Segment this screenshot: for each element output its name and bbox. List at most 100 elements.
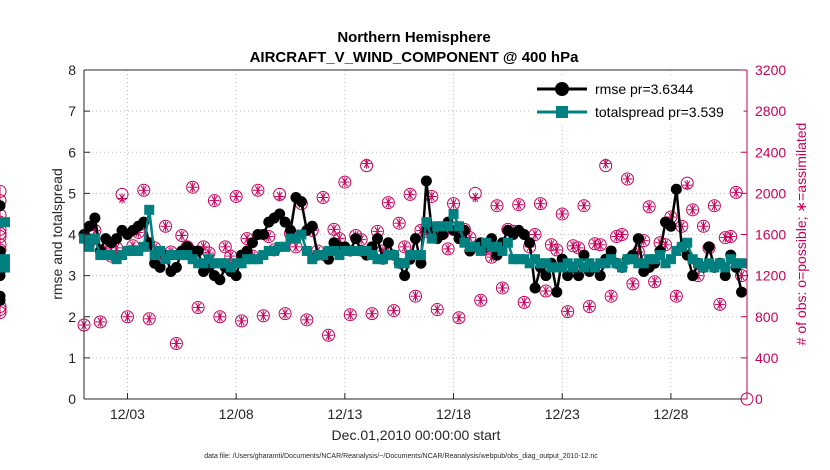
- obs-assimilated-point: [122, 311, 133, 322]
- totalspread-point: [361, 245, 372, 256]
- totalspread-point: [0, 217, 10, 228]
- totalspread-point: [638, 258, 649, 269]
- obs-possible-point: [561, 305, 575, 319]
- obs-assimilated-point: [236, 315, 247, 326]
- totalspread-point: [665, 254, 676, 265]
- totalspread-point: [502, 237, 513, 248]
- rmse-point: [306, 220, 318, 232]
- totalspread-point: [323, 245, 334, 256]
- y-left-tick-label-6: 6: [68, 144, 76, 160]
- obs-assimilated-point: [432, 304, 443, 315]
- totalspread-point: [133, 245, 144, 256]
- totalspread-point: [155, 245, 166, 256]
- obs-assimilated-point: [220, 241, 231, 252]
- totalspread-point: [334, 250, 345, 261]
- rmse-point: [605, 245, 617, 257]
- totalspread-point: [160, 254, 171, 265]
- totalspread-point: [296, 229, 307, 240]
- rmse-point: [562, 270, 574, 282]
- totalspread-point: [497, 245, 508, 256]
- x-tick-label-12/18: 12/18: [436, 406, 471, 422]
- obs-assimilated-point: [258, 310, 269, 321]
- totalspread-point: [725, 254, 736, 265]
- rmse-point: [524, 237, 536, 249]
- obs-assimilated-point: [649, 276, 660, 287]
- obs-assimilated-point: [394, 218, 405, 229]
- obs-assimilated-point: [339, 177, 350, 188]
- rmse-point: [551, 286, 563, 298]
- totalspread-point: [448, 208, 459, 219]
- totalspread-point: [198, 258, 209, 269]
- rmse-point: [170, 261, 182, 273]
- totalspread-point: [687, 254, 698, 265]
- obs-assimilated-point: [345, 309, 356, 320]
- obs-possible-point: [620, 172, 634, 186]
- obs-assimilated-point: [578, 200, 589, 211]
- y-axis-label-left: rmse and totalspread: [49, 168, 65, 300]
- totalspread-point: [671, 245, 682, 256]
- totalspread-point: [578, 262, 589, 273]
- totalspread-point: [731, 258, 742, 269]
- obs-assimilated-point: [209, 195, 220, 206]
- obs-assimilated-point: [546, 239, 557, 250]
- obs-assimilated-point: [328, 224, 339, 235]
- totalspread-point: [231, 258, 242, 269]
- totalspread-point: [290, 233, 301, 244]
- totalspread-point: [644, 254, 655, 265]
- y-left-tick-label-4: 4: [68, 227, 76, 243]
- obs-assimilated-point: [187, 182, 198, 193]
- totalspread-point: [203, 254, 214, 265]
- obs-assimilated-point: [144, 313, 155, 324]
- totalspread-point: [111, 254, 122, 265]
- obs-assimilated-point: [557, 208, 568, 219]
- obs-assimilated-point: [687, 204, 698, 215]
- obs-possible-point: [555, 207, 569, 221]
- totalspread-point: [611, 258, 622, 269]
- totalspread-point: [475, 245, 486, 256]
- totalspread-point: [225, 262, 236, 273]
- totalspread-point: [714, 258, 725, 269]
- totalspread-point: [557, 262, 568, 273]
- obs-possible-point: [338, 175, 352, 189]
- obs-assimilated-point: [280, 308, 291, 319]
- totalspread-point: [285, 233, 296, 244]
- rmse-point: [285, 224, 297, 236]
- x-tick-label-12/13: 12/13: [327, 406, 362, 422]
- totalspread-point: [328, 245, 339, 256]
- obs-possible-point: [93, 315, 107, 329]
- obs-assimilated-point: [410, 291, 421, 302]
- obs-assimilated-point: [405, 189, 416, 200]
- y-left-tick-label-3: 3: [68, 268, 76, 284]
- obs-possible-point: [735, 269, 749, 283]
- obs-possible-point: [713, 297, 727, 311]
- obs-assimilated-point: [589, 238, 600, 249]
- obs-assimilated-point: [138, 185, 149, 196]
- obs-assimilated-point: [540, 286, 551, 297]
- totalspread-point: [421, 217, 432, 228]
- totalspread-point: [649, 254, 660, 265]
- totalspread-point: [176, 250, 187, 261]
- obs-assimilated-point: [709, 200, 720, 211]
- totalspread-point: [301, 245, 312, 256]
- obs-possible-point: [512, 198, 526, 212]
- obs-possible-point: [186, 180, 200, 194]
- obs-possible-point: [322, 328, 336, 342]
- rmse-point: [350, 233, 362, 245]
- obs-assimilated-point: [171, 338, 182, 349]
- obs-possible-point: [533, 197, 547, 211]
- obs-assimilated-point: [263, 231, 274, 242]
- obs-possible-point: [474, 293, 488, 307]
- x-tick-label-12/03: 12/03: [110, 406, 145, 422]
- y-right-tick-label-400: 400: [755, 350, 779, 366]
- rmse-point: [719, 270, 731, 282]
- totalspread-point: [627, 254, 638, 265]
- totalspread-point: [622, 254, 633, 265]
- totalspread-point: [568, 262, 579, 273]
- obs-possible-point: [490, 199, 504, 213]
- obs-possible-point: [387, 304, 401, 318]
- obs-assimilated-point: [117, 193, 128, 204]
- obs-possible-point: [409, 289, 422, 303]
- totalspread-point: [247, 254, 258, 265]
- obs-possible-point: [517, 295, 531, 309]
- chart-title: Northern Hemisphere: [337, 29, 490, 46]
